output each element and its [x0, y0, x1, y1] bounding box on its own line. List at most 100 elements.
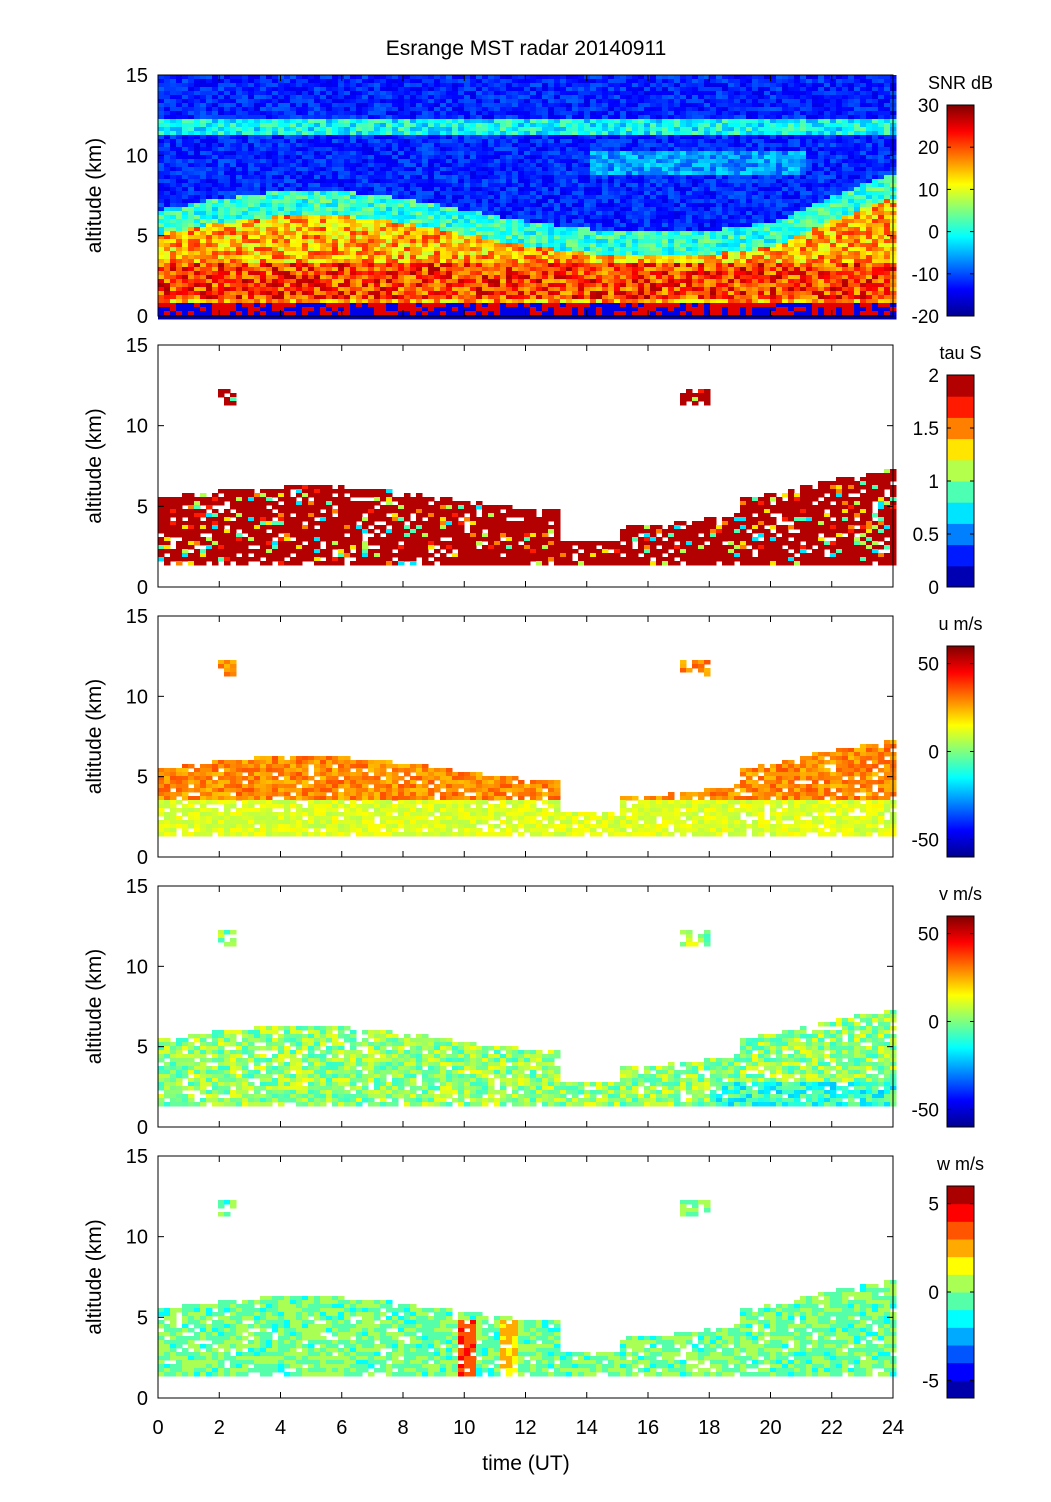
y-tick-label: 10 — [126, 416, 148, 438]
figure-title: Esrange MST radar 20140911 — [386, 37, 667, 60]
x-tick-label: 16 — [637, 1417, 659, 1439]
y-axis-label: altitude (km) — [83, 949, 106, 1065]
x-tick-label: 24 — [882, 1417, 904, 1439]
x-tick-label: 20 — [759, 1417, 781, 1439]
y-tick-label: 15 — [126, 606, 148, 628]
colorbar-level — [947, 544, 974, 567]
colorbar-label: SNR dB — [928, 73, 993, 93]
y-tick-label: 15 — [126, 1146, 148, 1168]
colorbar-level — [947, 417, 974, 440]
colorbar: 30 20 10 0 -10 -20 SNR dB — [912, 73, 993, 328]
colorbar-level — [947, 1380, 974, 1399]
colorbar-tick-label: -5 — [922, 1371, 939, 1392]
colorbar-gradient — [947, 646, 974, 857]
colorbar-tick-label: -20 — [912, 307, 939, 328]
colorbar-tick-label: -50 — [912, 1100, 939, 1121]
x-tick-label: 8 — [397, 1417, 408, 1439]
y-axis-label: altitude (km) — [83, 408, 106, 524]
colorbar: 50 0 -50 u m/s — [912, 614, 983, 858]
colorbar-level — [947, 1274, 974, 1293]
y-axis-label: altitude (km) — [83, 138, 106, 254]
panel-3: 0 5 10 15 altitude (km) 50 0 -50 u m/s — [83, 606, 983, 869]
colorbar-level — [947, 396, 974, 418]
colorbar-gradient — [947, 105, 974, 316]
colorbar: 2 1.5 1 0.5 0 tau S — [913, 343, 982, 599]
y-tick-label: 10 — [126, 956, 148, 978]
colorbar-tick-label: -10 — [912, 265, 939, 286]
colorbar-tick-label: 0 — [928, 1283, 939, 1304]
y-tick-label: 10 — [126, 1227, 148, 1249]
colorbar-label: v m/s — [939, 884, 982, 904]
colorbar-level — [947, 1239, 974, 1258]
x-tick-label: 12 — [514, 1417, 536, 1439]
heatmap-cells — [158, 75, 897, 320]
colorbar-tick-label: 10 — [918, 180, 939, 201]
colorbar-tick-label: -50 — [912, 830, 939, 851]
y-tick-label: 15 — [126, 335, 148, 357]
colorbar: 50 0 -50 v m/s — [912, 884, 982, 1128]
colorbar-label: u m/s — [938, 614, 982, 634]
colorbar-level — [947, 375, 974, 397]
colorbar-tick-label: 30 — [918, 96, 939, 117]
y-tick-label: 5 — [137, 496, 148, 518]
colorbar-tick-label: 50 — [918, 925, 939, 946]
x-tick-label: 10 — [453, 1417, 475, 1439]
colorbar-level — [947, 1345, 974, 1364]
x-tick-label: 2 — [214, 1417, 225, 1439]
colorbar-frame — [946, 104, 975, 317]
y-tick-label: 5 — [137, 767, 148, 789]
colorbar-tick-label: 0 — [928, 223, 939, 244]
colorbar-tick-label: 0 — [928, 578, 939, 599]
y-tick-label: 0 — [137, 847, 148, 869]
x-tick-label: 22 — [821, 1417, 843, 1439]
y-tick-label: 5 — [137, 1037, 148, 1059]
colorbar-tick-label: 0.5 — [913, 525, 939, 546]
colorbar-level — [947, 459, 974, 482]
colorbar-tick-label: 1.5 — [913, 419, 939, 440]
colorbar-tick-label: 2 — [928, 366, 939, 387]
colorbar-level — [947, 1221, 974, 1240]
y-axis-label: altitude (km) — [83, 1219, 106, 1335]
x-tick-label: 6 — [336, 1417, 347, 1439]
colorbar-tick-label: 0 — [928, 1013, 939, 1034]
panel-2: 0 5 10 15 altitude (km) 2 1.5 1 0.5 0 tau S — [83, 335, 982, 599]
colorbar-level — [947, 523, 974, 546]
colorbar-level — [947, 438, 974, 461]
y-tick-label: 10 — [126, 145, 148, 167]
colorbar-level — [947, 1309, 974, 1328]
colorbar-gradient — [947, 916, 974, 1127]
colorbar-level — [947, 1203, 974, 1222]
x-tick-label: 14 — [576, 1417, 598, 1439]
colorbar-level — [947, 1292, 974, 1311]
colorbar-tick-label: 20 — [918, 138, 939, 159]
colorbar-level — [947, 565, 974, 588]
heatmap-cells — [158, 660, 897, 837]
colorbar-tick-label: 0 — [928, 743, 939, 764]
colorbar-tick-label: 5 — [928, 1195, 939, 1216]
x-tick-label: 0 — [152, 1417, 163, 1439]
colorbar-level — [947, 1186, 974, 1205]
y-tick-label: 15 — [126, 65, 148, 87]
x-tick-label: 18 — [698, 1417, 720, 1439]
colorbar-tick-label: 1 — [928, 472, 939, 493]
colorbar-level — [947, 1256, 974, 1275]
y-tick-label: 15 — [126, 876, 148, 898]
y-tick-label: 5 — [137, 1307, 148, 1329]
panel-1: 0 5 10 15 altitude (km) 30 20 10 0 -10 -20 SNR dB — [83, 65, 993, 328]
colorbar: 5 0 -5 w m/s — [922, 1154, 984, 1399]
colorbar-level — [947, 1327, 974, 1346]
colorbar-level — [947, 1362, 974, 1381]
x-tick-label: 4 — [275, 1417, 286, 1439]
colorbar-label: w m/s — [936, 1154, 984, 1174]
heatmap-cells — [158, 389, 897, 566]
colorbar-label: tau S — [939, 343, 981, 363]
y-tick-label: 5 — [137, 226, 148, 248]
colorbar-level — [947, 502, 974, 524]
panel-4: 0 5 10 15 altitude (km) 50 0 -50 v m/s — [83, 876, 982, 1139]
y-tick-label: 10 — [126, 686, 148, 708]
heatmap-cells — [158, 930, 897, 1107]
x-axis-label: time (UT) — [482, 1452, 570, 1475]
y-tick-label: 0 — [137, 306, 148, 328]
